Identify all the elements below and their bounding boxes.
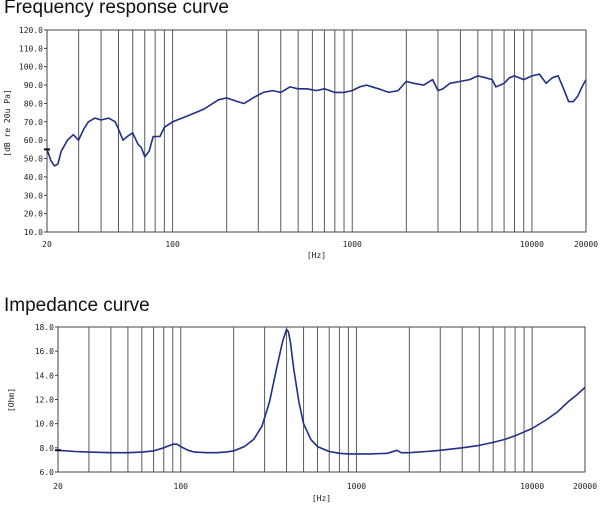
imp-x-tick-label: 20000 [573,482,597,491]
imp-y-tick-label: 6.0 [40,468,55,477]
imp-x-axis-label: [Hz] [312,494,331,503]
imp-chart: 18.0 16.0 14.0 12.0 10.0 8.0 6.0 20 100 1000 10000… [7,323,597,503]
freq-y-tick-label: 120.0 [19,26,43,35]
freq-y-tick-label: 10.0 [24,228,43,237]
imp-x-tick-label: 1000 [347,482,366,491]
freq-y-tick-label: 60.0 [24,136,43,145]
imp-y-tick-label: 16.0 [35,347,54,356]
freq-y-tick-label: 50.0 [24,155,43,164]
freq-chart: 120.0 110.0 100.0 90.0 80.0 70.0 60.0 50.0 40.0 3… [3,26,598,260]
freq-x-tick-label: 20 [42,240,52,249]
freq-y-tick-label: 90.0 [24,81,43,90]
freq-plot-frame [47,30,586,232]
imp-plot-frame [58,327,585,472]
freq-y-tick-label: 20.0 [24,210,43,219]
imp-y-axis-label: [Ohm] [7,388,16,412]
imp-y-axis: 18.0 16.0 14.0 12.0 10.0 8.0 6.0 [35,323,58,477]
imp-y-tick-label: 18.0 [35,323,54,332]
imp-y-tick-label: 8.0 [40,444,55,453]
freq-y-tick-label: 40.0 [24,173,43,182]
freq-x-axis-label: [Hz] [307,251,326,260]
imp-x-axis: 20 100 1000 10000 20000 [53,482,597,491]
freq-y-tick-label: 80.0 [24,99,43,108]
imp-x-tick-label: 10000 [520,482,544,491]
freq-x-tick-label: 10000 [520,240,544,249]
freq-y-tick-label: 110.0 [19,44,43,53]
imp-x-tick-label: 20 [53,482,63,491]
imp-y-tick-label: 10.0 [35,420,54,429]
freq-x-tick-label: 20000 [574,240,598,249]
freq-y-axis: 120.0 110.0 100.0 90.0 80.0 70.0 60.0 50.0 40.0 3… [19,26,47,237]
freq-y-tick-label: 100.0 [19,63,43,72]
imp-y-tick-label: 12.0 [35,396,54,405]
freq-x-axis: 20 100 1000 10000 20000 [42,240,598,249]
freq-y-axis-label: [dB re 20u Pa] [3,89,12,156]
freq-y-tick-label: 70.0 [24,118,43,127]
imp-x-tick-label: 100 [174,482,189,491]
freq-x-tick-label: 1000 [343,240,362,249]
imp-y-tick-label: 14.0 [35,371,54,380]
freq-x-tick-label: 100 [165,240,180,249]
freq-y-tick-label: 30.0 [24,191,43,200]
